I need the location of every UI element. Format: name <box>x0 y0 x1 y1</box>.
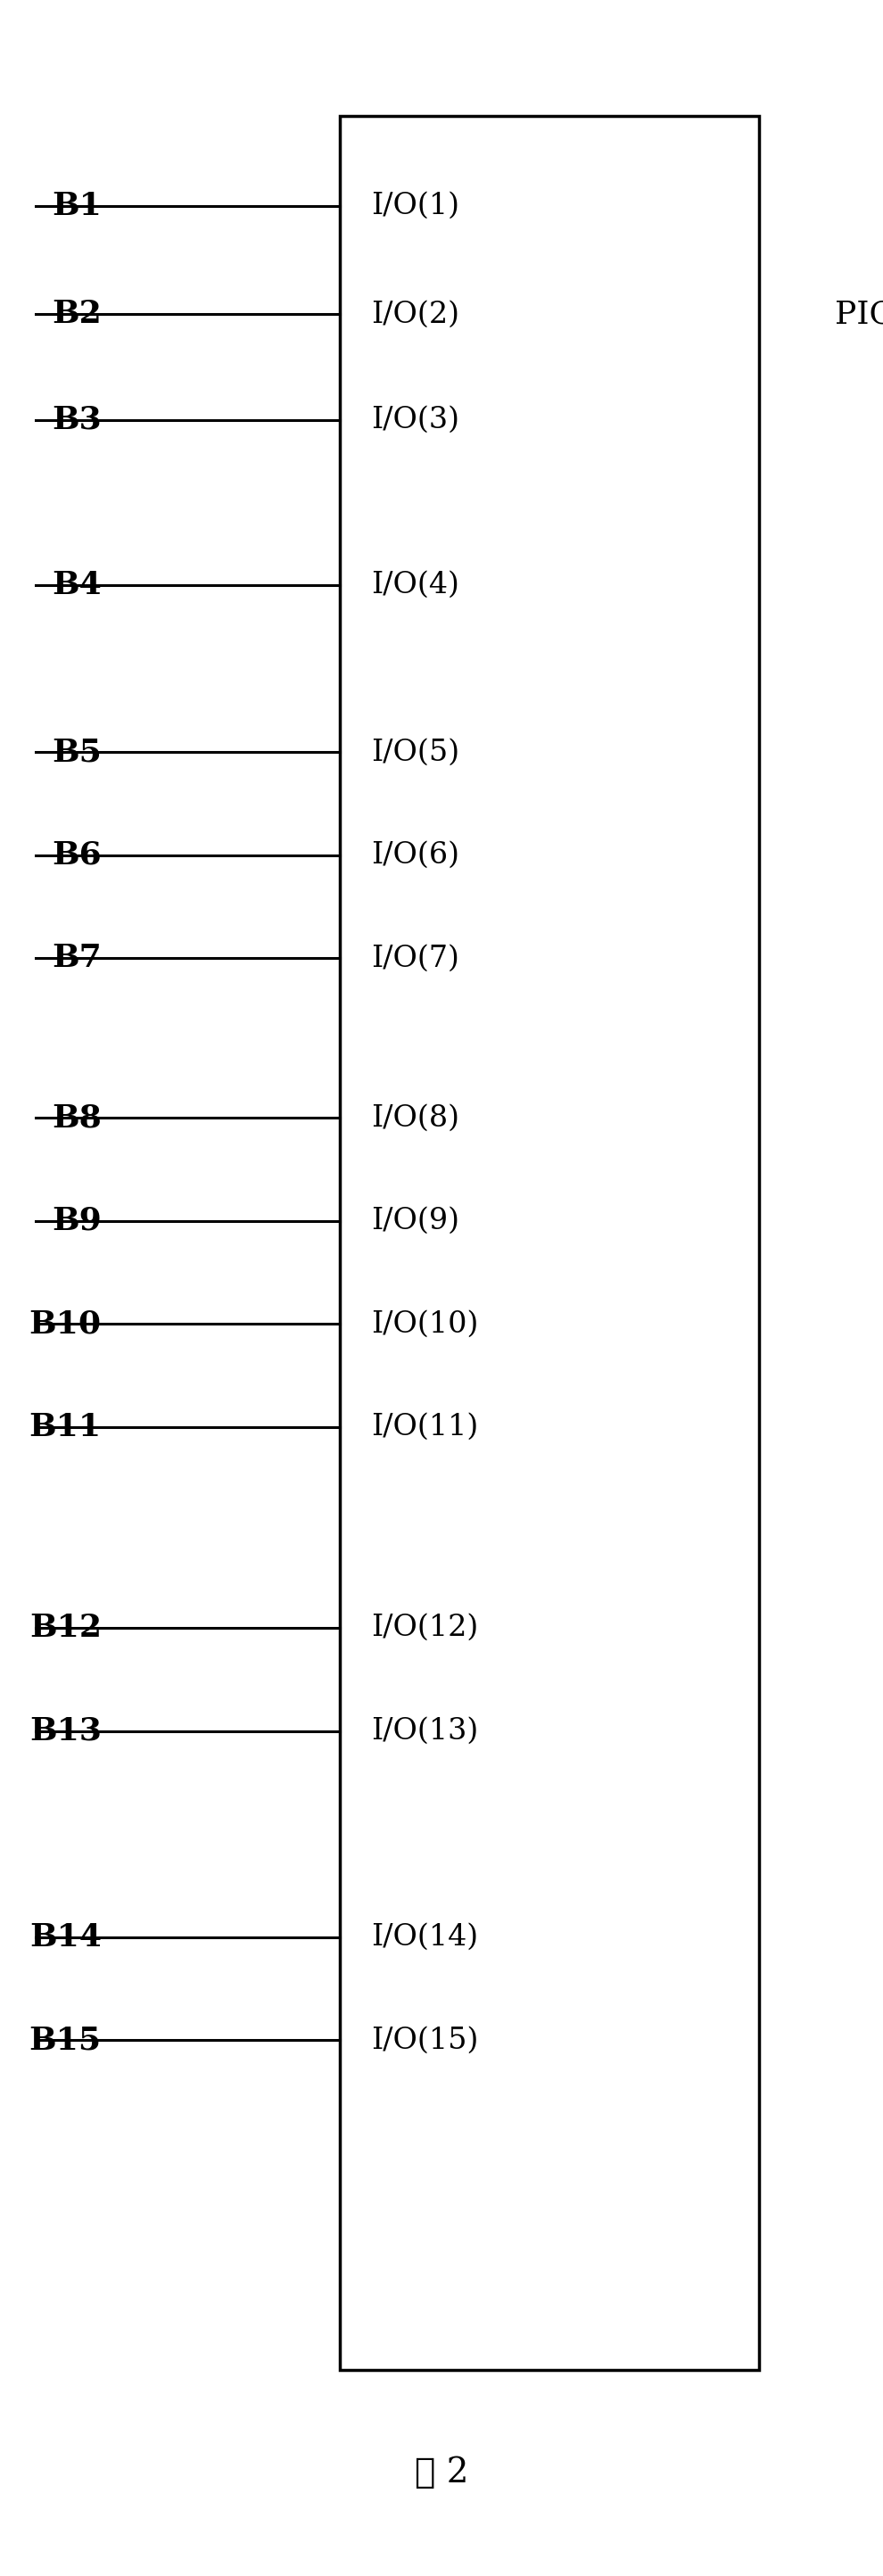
Text: B10: B10 <box>29 1309 102 1340</box>
Text: I/O(14): I/O(14) <box>371 1922 478 1953</box>
Text: I/O(13): I/O(13) <box>371 1716 478 1747</box>
Text: B8: B8 <box>52 1103 102 1133</box>
Text: I/O(5): I/O(5) <box>371 737 459 768</box>
Text: I/O(9): I/O(9) <box>371 1206 459 1236</box>
Text: B6: B6 <box>52 840 102 871</box>
Text: I/O(7): I/O(7) <box>371 943 459 974</box>
Text: I/O(8): I/O(8) <box>371 1103 459 1133</box>
Text: B9: B9 <box>52 1206 102 1236</box>
Text: B5: B5 <box>52 737 102 768</box>
Text: B11: B11 <box>29 1412 102 1443</box>
Text: B1: B1 <box>52 191 102 222</box>
Bar <box>340 116 759 2370</box>
Text: B7: B7 <box>52 943 102 974</box>
Text: PIC16C923: PIC16C923 <box>834 299 883 330</box>
Text: B12: B12 <box>29 1613 102 1643</box>
Text: 图 2: 图 2 <box>414 2458 469 2488</box>
Text: I/O(1): I/O(1) <box>371 191 459 222</box>
Text: I/O(11): I/O(11) <box>371 1412 478 1443</box>
Text: I/O(10): I/O(10) <box>371 1309 479 1340</box>
Text: B3: B3 <box>52 404 102 435</box>
Text: I/O(4): I/O(4) <box>371 569 459 600</box>
Text: I/O(6): I/O(6) <box>371 840 459 871</box>
Text: B14: B14 <box>29 1922 102 1953</box>
Text: B15: B15 <box>29 2025 102 2056</box>
Text: B4: B4 <box>52 569 102 600</box>
Text: I/O(2): I/O(2) <box>371 299 459 330</box>
Text: B13: B13 <box>29 1716 102 1747</box>
Text: I/O(3): I/O(3) <box>371 404 459 435</box>
Text: I/O(15): I/O(15) <box>371 2025 479 2056</box>
Text: B2: B2 <box>52 299 102 330</box>
Text: I/O(12): I/O(12) <box>371 1613 478 1643</box>
